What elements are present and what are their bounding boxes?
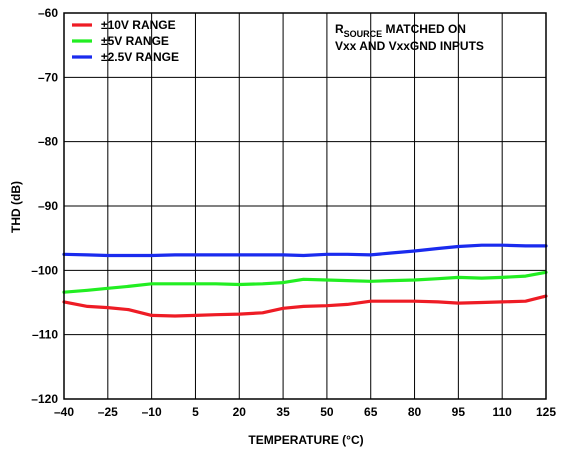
x-tick-labels: –40 –25 –10 5 20 35 50 65 80 95 110 125 bbox=[54, 405, 556, 419]
legend-label-3: ±2.5V RANGE bbox=[101, 50, 179, 64]
x-tick-label: 20 bbox=[233, 405, 247, 419]
annotation-line-1-rest: MATCHED ON bbox=[382, 22, 466, 36]
y-tick-label: –100 bbox=[31, 263, 58, 277]
series-line-2 bbox=[62, 270, 548, 294]
x-tick-label: –40 bbox=[54, 405, 74, 419]
annotation-line-1: RSOURCE MATCHED ON bbox=[335, 22, 466, 39]
x-tick-label: 65 bbox=[364, 405, 378, 419]
x-axis-title: TEMPERATURE (°C) bbox=[248, 433, 363, 447]
y-tick-label: –110 bbox=[32, 328, 58, 342]
y-tick-label: –90 bbox=[38, 199, 58, 213]
y-tick-label: –70 bbox=[38, 70, 58, 84]
y-tick-labels: –60 –70 –80 –90 –100 –110 –120 bbox=[31, 6, 58, 406]
series-line-3 bbox=[62, 243, 548, 258]
x-tick-label: –10 bbox=[142, 405, 162, 419]
legend-label-2: ±5V RANGE bbox=[101, 34, 169, 48]
x-tick-label: 125 bbox=[536, 405, 556, 419]
y-tick-label: –120 bbox=[31, 392, 58, 406]
grid bbox=[64, 13, 546, 399]
y-tick-label: –60 bbox=[38, 6, 58, 20]
x-tick-label: 50 bbox=[320, 405, 334, 419]
series-lines bbox=[62, 243, 548, 318]
x-tick-label: 5 bbox=[192, 405, 199, 419]
annotation-subscript: SOURCE bbox=[344, 29, 383, 39]
x-tick-label: –25 bbox=[98, 405, 118, 419]
x-tick-label: 110 bbox=[493, 405, 513, 419]
series-line-1 bbox=[62, 294, 548, 318]
x-tick-label: 95 bbox=[452, 405, 466, 419]
legend: ±10V RANGE ±5V RANGE ±2.5V RANGE bbox=[72, 18, 179, 64]
x-tick-label: 35 bbox=[276, 405, 290, 419]
legend-label-1: ±10V RANGE bbox=[101, 18, 176, 32]
plot-frame bbox=[63, 12, 547, 400]
y-tick-label: –80 bbox=[38, 135, 58, 149]
y-axis-title: THD (dB) bbox=[9, 181, 23, 233]
annotation-r: R bbox=[335, 22, 344, 36]
annotation-line-2: Vxx AND VxxGND INPUTS bbox=[335, 39, 484, 53]
x-tick-label: 80 bbox=[408, 405, 422, 419]
annotation: RSOURCE MATCHED ON Vxx AND VxxGND INPUTS bbox=[335, 22, 484, 53]
